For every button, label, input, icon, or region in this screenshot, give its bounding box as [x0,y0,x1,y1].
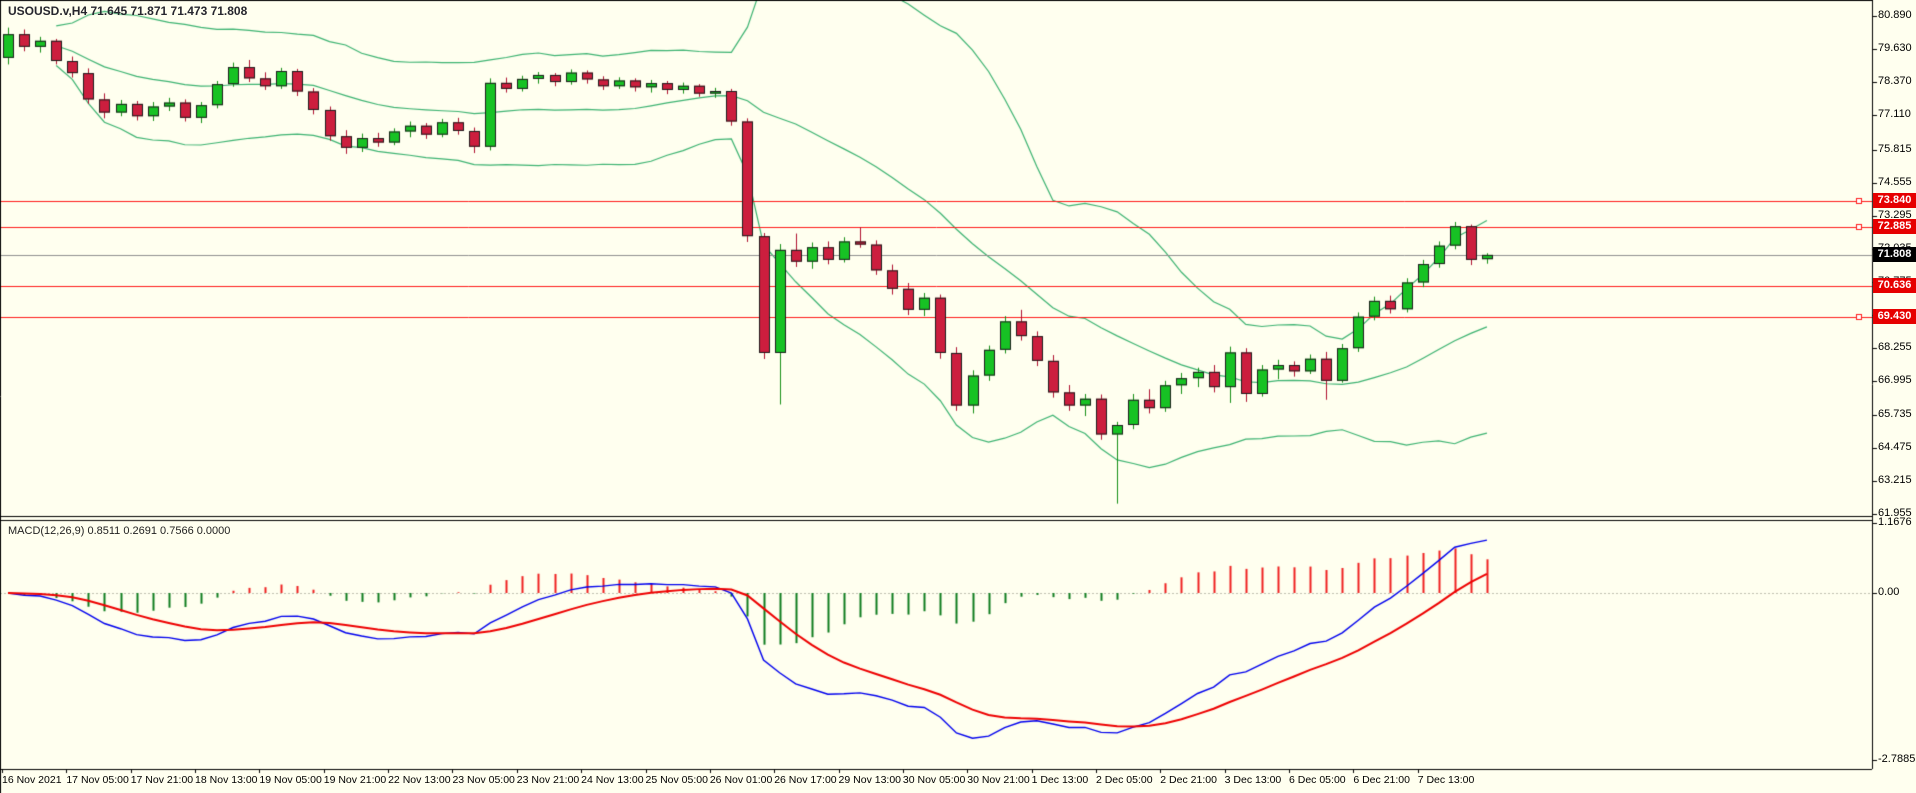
time-axis-label: 19 Nov 05:00 [259,774,322,786]
price-tick-label: 65.735 [1878,407,1912,420]
time-axis-label: 16 Nov 2021 [2,774,62,786]
time-axis-label: 1 Dec 13:00 [1031,774,1089,786]
price-tick-label: 79.630 [1878,42,1912,55]
chart-symbol-title: USOUSD.v,H4 71.645 71.871 71.473 71.808 [8,4,248,18]
price-tick-label: 68.255 [1878,341,1912,354]
hline-price-label[interactable]: 70.636 [1873,277,1916,293]
time-axis-label: 25 Nov 05:00 [645,774,708,786]
time-axis-label: 29 Nov 13:00 [838,774,902,786]
price-tick-label: 61.955 [1878,507,1912,520]
price-tick-label: 66.995 [1878,374,1912,387]
time-axis-label: 23 Nov 05:00 [452,774,515,786]
time-axis-label: 3 Dec 13:00 [1224,774,1282,786]
time-axis-label: 22 Nov 13:00 [388,774,451,786]
time-axis-label: 30 Nov 05:00 [902,774,966,786]
time-axis-label: 23 Nov 21:00 [516,774,580,786]
price-tick-label: 63.215 [1878,473,1912,486]
price-tick-label: 73.295 [1878,208,1912,221]
time-axis-label: 6 Dec 21:00 [1353,774,1410,786]
time-axis-label: 18 Nov 13:00 [195,774,258,786]
price-tick-label: 64.475 [1878,440,1912,453]
price-tick-label: 78.370 [1878,75,1912,88]
current-price-label[interactable]: 71.808 [1873,246,1916,262]
time-axis-label: 17 Nov 21:00 [130,774,194,786]
macd-tick-label: -2.7885 [1878,753,1916,766]
price-tick-label: 80.890 [1878,9,1912,22]
macd-tick-label: 1.1676 [1878,515,1912,528]
hline-price-label[interactable]: 69.430 [1873,309,1916,325]
time-axis-label: 2 Dec 21:00 [1160,774,1217,786]
time-axis-label: 6 Dec 05:00 [1289,774,1346,786]
time-axis-label: 7 Dec 13:00 [1417,774,1475,786]
macd-indicator-title: MACD(12,26,9) 0.8511 0.2691 0.7566 0.000… [8,525,231,537]
hline-price-label[interactable]: 73.840 [1873,193,1916,209]
time-axis-label: 19 Nov 21:00 [323,774,387,786]
macd-tick-label: 0.00 [1878,586,1900,598]
price-tick-label: 75.815 [1878,142,1912,155]
price-tick-label: 77.110 [1878,108,1911,121]
time-axis-label: 24 Nov 13:00 [581,774,644,786]
time-axis-label: 30 Nov 21:00 [967,774,1030,786]
time-axis-label: 17 Nov 05:00 [66,774,129,786]
hline-price-label[interactable]: 72.885 [1873,218,1916,234]
time-axis-label: 26 Nov 01:00 [709,774,773,786]
time-axis-label: 26 Nov 17:00 [774,774,837,786]
price-tick-label: 74.555 [1878,175,1912,188]
time-axis-label: 2 Dec 05:00 [1095,774,1153,786]
